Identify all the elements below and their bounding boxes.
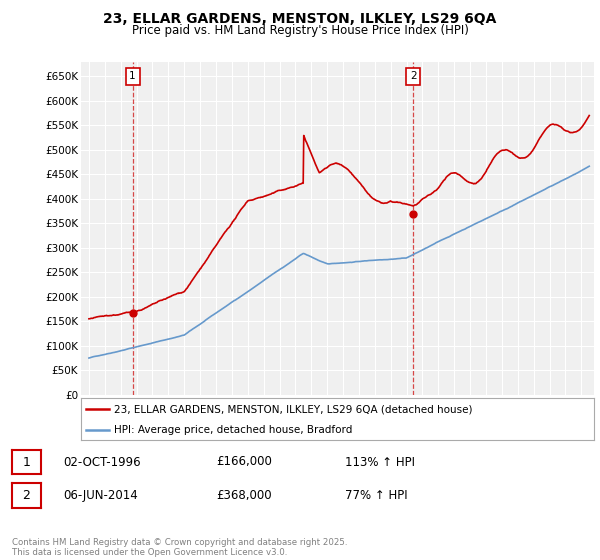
Text: 06-JUN-2014: 06-JUN-2014 bbox=[63, 489, 138, 502]
Text: 2: 2 bbox=[22, 489, 31, 502]
Text: 113% ↑ HPI: 113% ↑ HPI bbox=[345, 455, 415, 469]
Text: £166,000: £166,000 bbox=[216, 455, 272, 469]
Text: 23, ELLAR GARDENS, MENSTON, ILKLEY, LS29 6QA: 23, ELLAR GARDENS, MENSTON, ILKLEY, LS29… bbox=[103, 12, 497, 26]
Text: HPI: Average price, detached house, Bradford: HPI: Average price, detached house, Brad… bbox=[115, 426, 353, 435]
Text: 23, ELLAR GARDENS, MENSTON, ILKLEY, LS29 6QA (detached house): 23, ELLAR GARDENS, MENSTON, ILKLEY, LS29… bbox=[115, 404, 473, 414]
Text: 77% ↑ HPI: 77% ↑ HPI bbox=[345, 489, 407, 502]
Text: 1: 1 bbox=[22, 455, 31, 469]
Text: Price paid vs. HM Land Registry's House Price Index (HPI): Price paid vs. HM Land Registry's House … bbox=[131, 24, 469, 37]
Text: 2: 2 bbox=[410, 71, 416, 81]
Text: 02-OCT-1996: 02-OCT-1996 bbox=[63, 455, 140, 469]
Text: Contains HM Land Registry data © Crown copyright and database right 2025.
This d: Contains HM Land Registry data © Crown c… bbox=[12, 538, 347, 557]
Text: £368,000: £368,000 bbox=[216, 489, 272, 502]
Text: 1: 1 bbox=[130, 71, 136, 81]
